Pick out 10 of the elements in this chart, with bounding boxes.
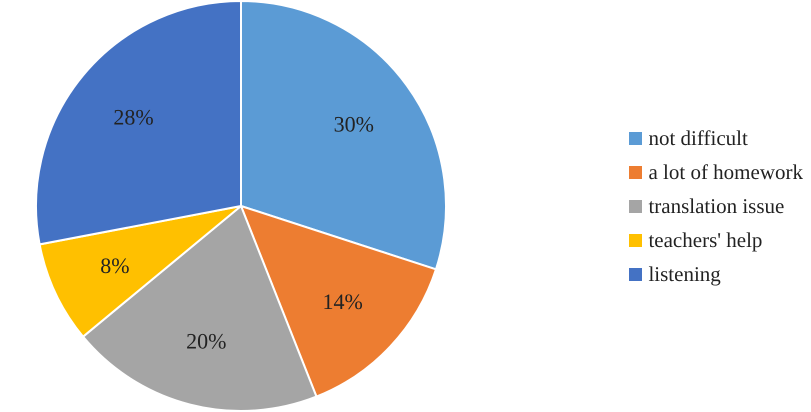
legend-label: a lot of homework: [648, 159, 803, 186]
data-label: 14%: [322, 288, 363, 314]
data-label: 30%: [334, 112, 374, 137]
legend-label: listening: [648, 261, 721, 288]
data-label: 8%: [100, 252, 130, 278]
data-label: 28%: [113, 104, 154, 130]
legend-label: teachers' help: [648, 227, 762, 254]
legend-label: not difficult: [648, 125, 748, 152]
legend-label: translation issue: [648, 193, 784, 220]
data-label: 20%: [186, 328, 226, 354]
